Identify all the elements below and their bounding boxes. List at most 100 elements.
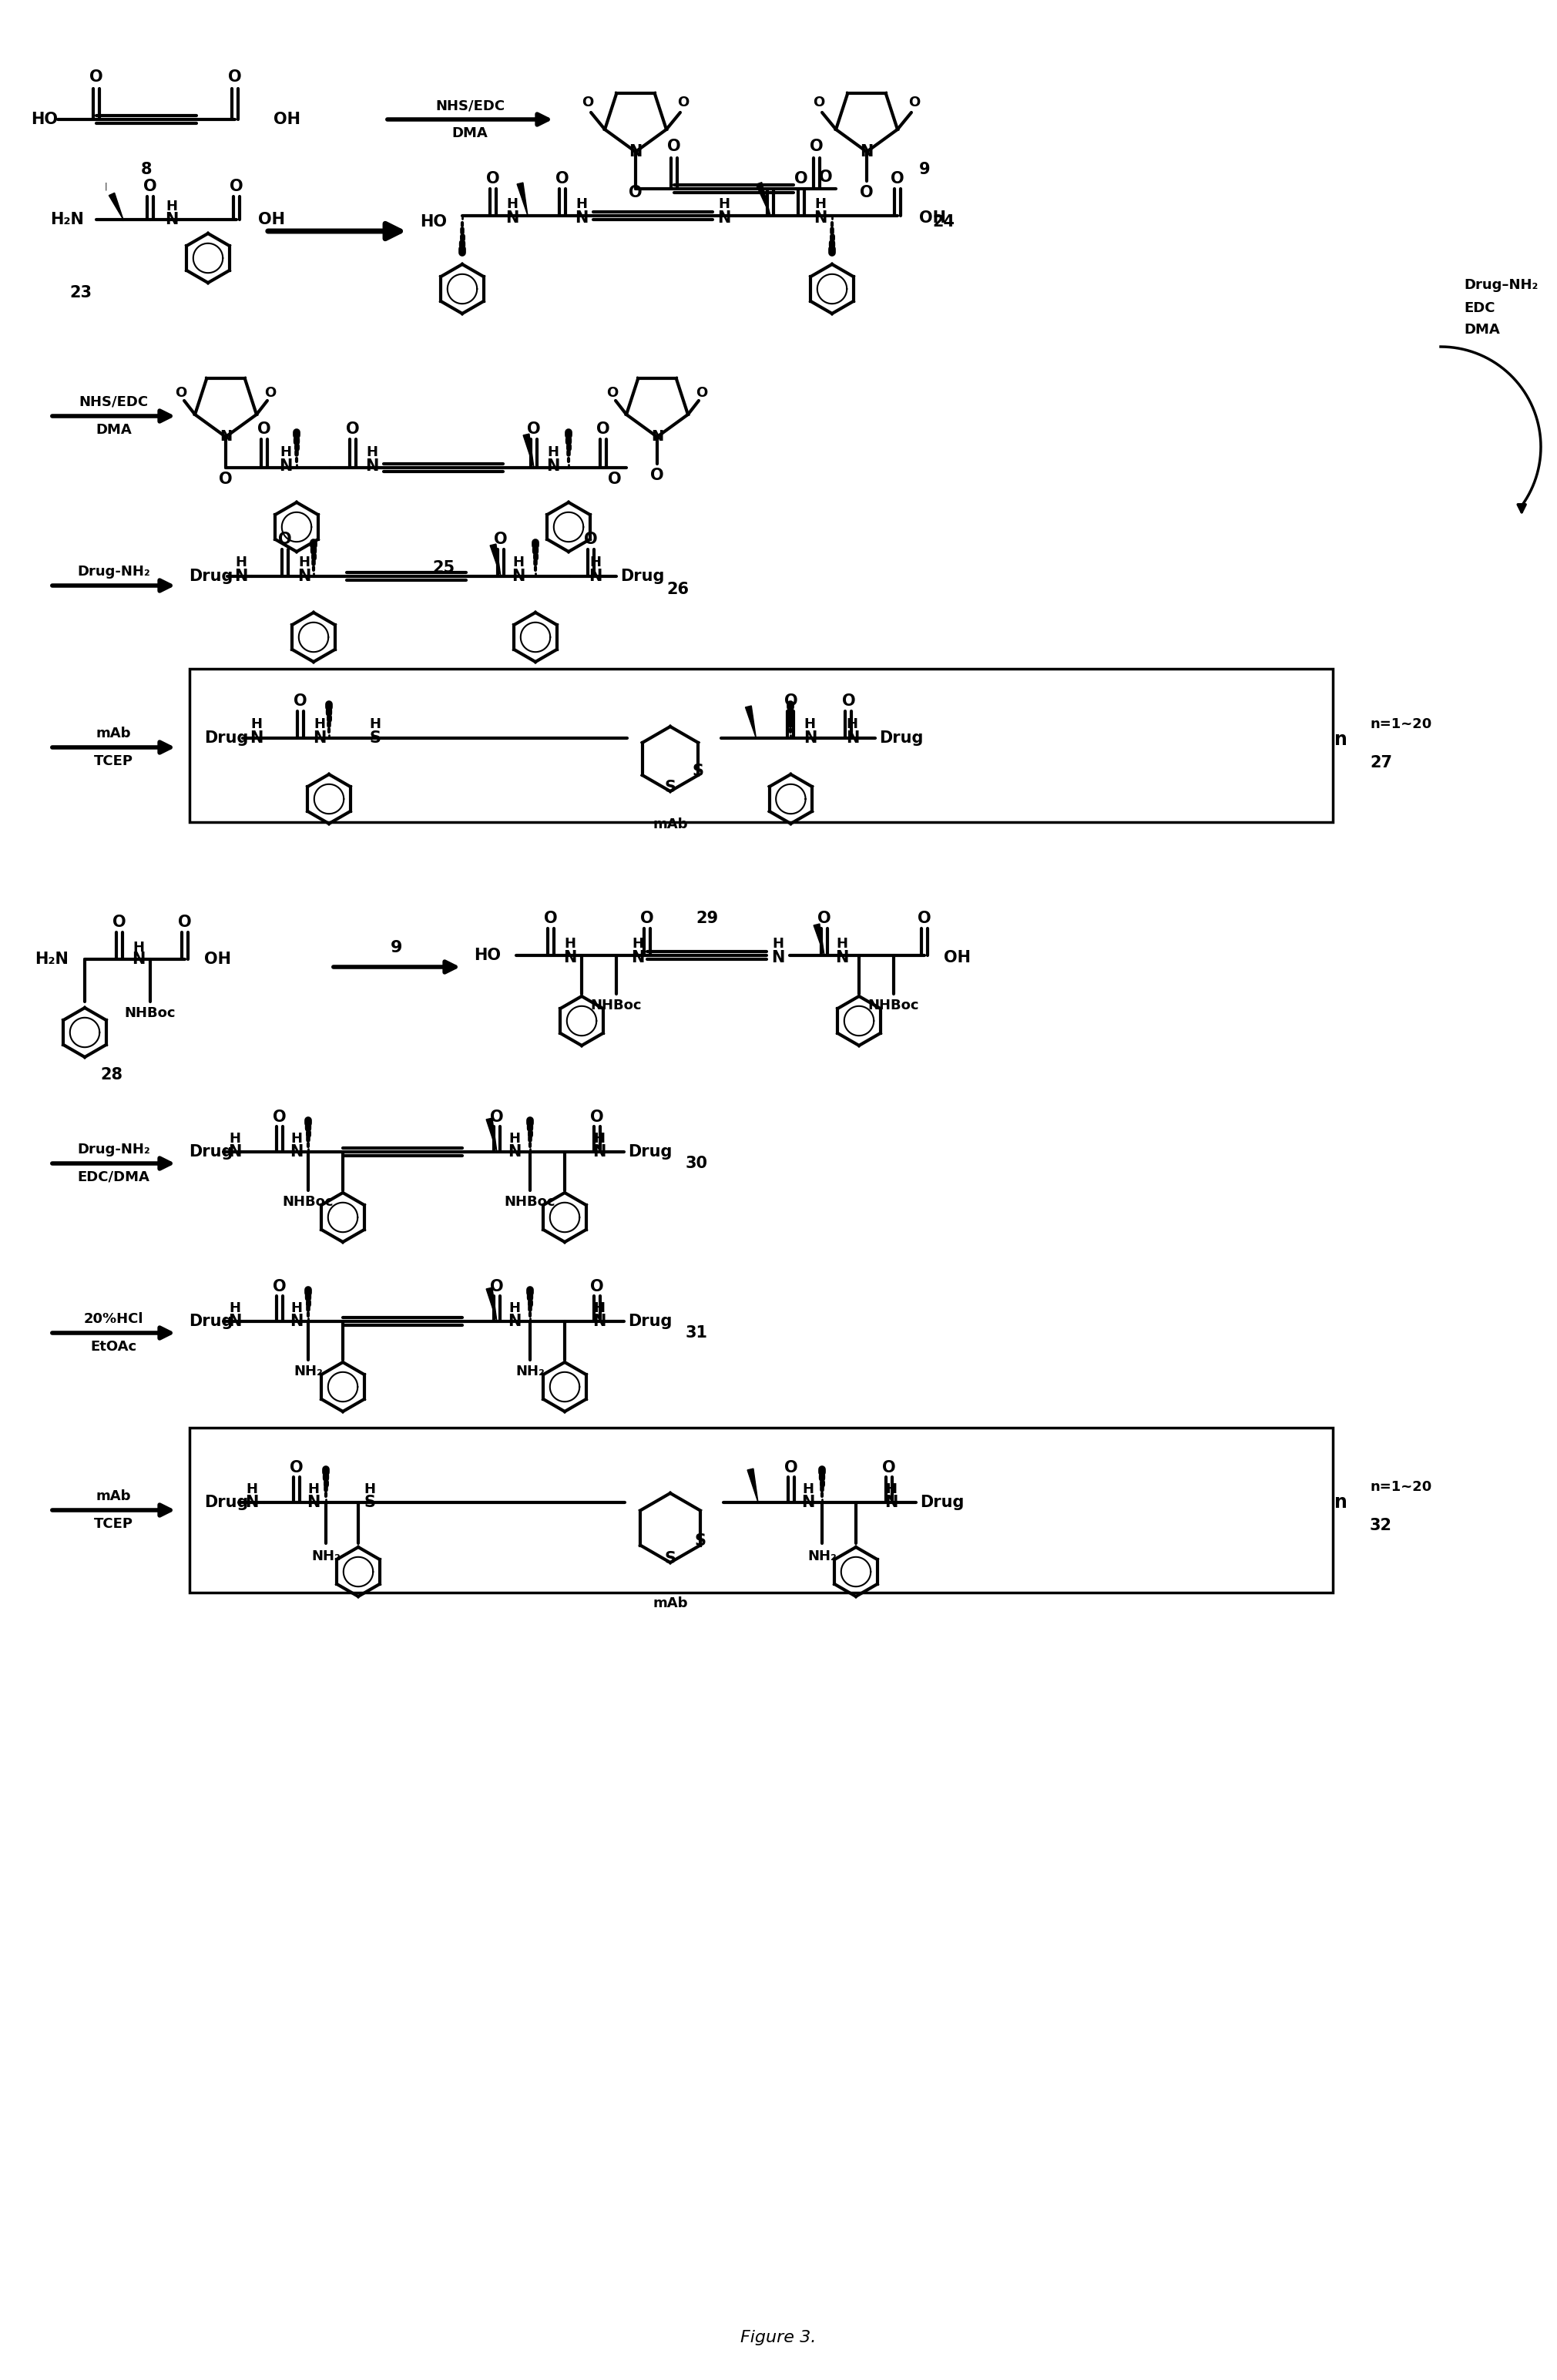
Text: O: O: [629, 186, 643, 200]
Text: NHS/EDC: NHS/EDC: [79, 395, 148, 409]
Text: mAb: mAb: [652, 1597, 688, 1611]
Text: O: O: [229, 69, 241, 86]
Text: N: N: [132, 952, 145, 966]
Text: N: N: [165, 212, 179, 228]
Text: O: O: [272, 1109, 286, 1126]
Text: N: N: [802, 1495, 814, 1511]
Text: O: O: [651, 469, 663, 483]
Text: O: O: [177, 914, 192, 931]
Text: N: N: [235, 569, 248, 583]
Text: O: O: [819, 169, 833, 186]
Text: H: H: [805, 716, 816, 731]
Text: NH₂: NH₂: [294, 1364, 322, 1378]
Text: N: N: [313, 731, 327, 745]
Text: O: O: [176, 386, 187, 400]
Text: n=1~20: n=1~20: [1370, 1480, 1431, 1495]
Text: N: N: [307, 1495, 321, 1511]
Text: 8: 8: [140, 162, 153, 176]
Text: N: N: [229, 1314, 241, 1328]
Text: NHBoc: NHBoc: [590, 1000, 641, 1011]
Text: N: N: [718, 209, 730, 226]
Text: 20%HCl: 20%HCl: [84, 1311, 143, 1326]
Text: mAb: mAb: [97, 1490, 131, 1504]
Text: O: O: [596, 421, 610, 438]
Text: O: O: [640, 912, 654, 926]
Text: EDC: EDC: [1464, 302, 1495, 314]
Text: OH: OH: [204, 952, 230, 966]
Text: N: N: [771, 950, 785, 966]
FancyBboxPatch shape: [190, 669, 1333, 821]
Text: O: O: [279, 531, 291, 547]
Text: H: H: [814, 198, 827, 212]
Text: O: O: [785, 1459, 799, 1476]
Text: Drug: Drug: [204, 731, 249, 745]
Text: O: O: [294, 693, 307, 709]
Text: N: N: [220, 428, 232, 445]
Text: O: O: [590, 1278, 604, 1295]
Text: O: O: [607, 386, 618, 400]
Text: O: O: [543, 912, 557, 926]
FancyBboxPatch shape: [190, 1428, 1333, 1592]
Text: O: O: [794, 171, 808, 186]
Text: O: O: [290, 1459, 304, 1476]
Text: HO: HO: [420, 214, 447, 228]
Text: N: N: [631, 950, 645, 966]
Text: H: H: [718, 198, 730, 212]
Text: HO: HO: [31, 112, 58, 126]
Text: N: N: [512, 569, 525, 583]
Text: EtOAc: EtOAc: [90, 1340, 137, 1354]
Polygon shape: [747, 1468, 758, 1502]
Text: H: H: [251, 716, 262, 731]
Text: Drug: Drug: [627, 1145, 673, 1159]
Text: TCEP: TCEP: [93, 754, 134, 769]
Text: O: O: [272, 1278, 286, 1295]
Polygon shape: [486, 1288, 497, 1321]
Text: n: n: [1334, 731, 1347, 750]
Text: O: O: [89, 69, 103, 86]
Text: Drug–NH₂: Drug–NH₂: [1464, 278, 1538, 293]
Text: H: H: [576, 198, 587, 212]
Text: N: N: [564, 950, 576, 966]
Text: 29: 29: [696, 912, 718, 926]
Text: O: O: [265, 386, 276, 400]
Text: 23: 23: [70, 286, 92, 300]
Text: S: S: [364, 1495, 375, 1511]
Text: TCEP: TCEP: [93, 1516, 134, 1530]
Text: H: H: [802, 1483, 814, 1497]
Text: 30: 30: [685, 1157, 708, 1171]
Text: Drug-NH₂: Drug-NH₂: [78, 1142, 149, 1157]
Text: H: H: [364, 1483, 375, 1497]
Text: N: N: [290, 1145, 304, 1159]
Text: Drug: Drug: [620, 569, 665, 583]
Text: N: N: [845, 731, 859, 745]
Text: O: O: [909, 95, 920, 109]
Text: H: H: [299, 555, 310, 569]
Text: H: H: [512, 555, 525, 569]
Text: Drug: Drug: [627, 1314, 673, 1328]
Text: H: H: [509, 1133, 520, 1145]
Text: 27: 27: [1370, 754, 1392, 771]
Text: EDC/DMA: EDC/DMA: [78, 1171, 149, 1185]
Text: N: N: [593, 1314, 606, 1328]
Text: O: O: [582, 95, 593, 109]
Text: H: H: [847, 716, 858, 731]
Text: O: O: [490, 1109, 504, 1126]
Text: N: N: [506, 209, 518, 226]
Text: N: N: [836, 950, 849, 966]
Text: 24: 24: [933, 214, 954, 228]
Text: H: H: [593, 1302, 606, 1316]
Text: O: O: [813, 95, 825, 109]
Text: DMA: DMA: [95, 424, 132, 438]
Text: Drug: Drug: [188, 1314, 234, 1328]
Text: S: S: [665, 1552, 676, 1566]
Text: NHBoc: NHBoc: [125, 1007, 176, 1021]
Polygon shape: [523, 433, 534, 469]
Text: OH: OH: [274, 112, 301, 126]
Text: 32: 32: [1370, 1518, 1392, 1533]
Text: Figure 3.: Figure 3.: [741, 2330, 816, 2344]
Text: O: O: [112, 914, 126, 931]
Text: 25: 25: [433, 559, 455, 576]
Text: O: O: [842, 693, 855, 709]
Text: N: N: [575, 209, 589, 226]
Text: S: S: [694, 1533, 705, 1549]
